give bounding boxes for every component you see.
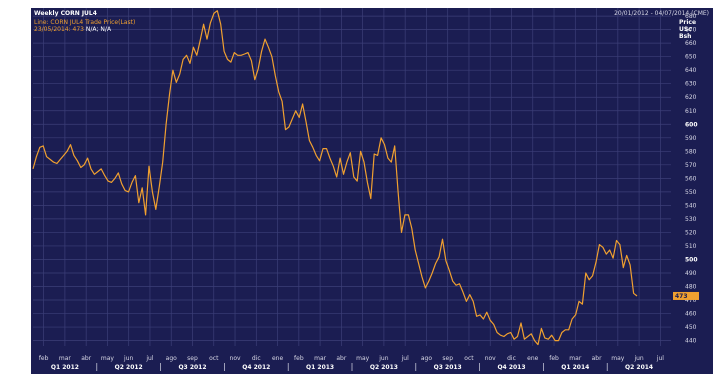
y-tick-label: 590 — [685, 135, 697, 142]
x-tick-label: mar — [314, 355, 327, 362]
quarter-label: Q3 2013 — [434, 364, 462, 371]
y-tick-label: 490 — [685, 270, 697, 277]
y-tick-label: 660 — [685, 40, 697, 47]
price-series-line — [32, 10, 638, 346]
quarter-label: Q1 2013 — [306, 364, 334, 371]
x-tick-label: ago — [166, 355, 177, 362]
quarter-label: Q3 2012 — [178, 364, 206, 371]
x-tick-label: may — [356, 355, 370, 362]
x-tick-label: jun — [123, 355, 133, 362]
y-tick-label: 460 — [685, 311, 697, 318]
quarter-label: Q2 2013 — [370, 364, 398, 371]
y-tick-label: 570 — [685, 162, 697, 169]
chart-panel: 440 450 460 470 480 490 500 510 520 530 540 550 560 5… — [31, 8, 713, 374]
last-price-tag — [673, 291, 699, 300]
last-price-label: 473 — [675, 293, 688, 300]
quarter-label: Q1 2014 — [561, 364, 589, 371]
quarter-label: Q2 2012 — [115, 364, 143, 371]
x-tick-label: may — [611, 355, 625, 362]
y-tick-label: 610 — [685, 108, 697, 115]
y-tick-label: 680 — [685, 13, 697, 20]
x-tick-label: dic — [507, 355, 516, 362]
quarter-label: Q4 2012 — [242, 364, 270, 371]
price-chart: 440 450 460 470 480 490 500 510 520 530 540 550 560 5… — [32, 8, 699, 371]
x-tick-label: may — [101, 355, 115, 362]
y-tick-label: 520 — [685, 229, 697, 236]
x-tick-label: feb — [294, 355, 304, 362]
y-tick-label: 580 — [685, 148, 697, 155]
x-tick-label: jul — [656, 355, 664, 362]
y-tick-label: 480 — [685, 284, 697, 291]
x-tick-label: mar — [59, 355, 72, 362]
y-tick-label: 670 — [685, 27, 697, 34]
x-tick-label: feb — [549, 355, 559, 362]
x-tick-label: abr — [592, 355, 602, 362]
x-tick-label: jun — [633, 355, 643, 362]
x-tick-label: jun — [378, 355, 388, 362]
quarter-label: Q1 2012 — [51, 364, 79, 371]
unit-usc: USc — [679, 26, 692, 33]
y-tick-label: 620 — [685, 94, 697, 101]
y-tick-label: 530 — [685, 216, 697, 223]
y-tick-label: 640 — [685, 67, 697, 74]
unit-price: Price — [679, 19, 697, 26]
y-tick-label: 500 — [685, 256, 698, 263]
quarter-label: Q2 2014 — [625, 364, 653, 371]
y-tick-label: 600 — [685, 121, 698, 128]
x-tick-label: oct — [209, 355, 219, 362]
unit-bsh: Bsh — [679, 33, 692, 40]
x-tick-label: ene — [272, 355, 283, 362]
quarter-label: Q4 2013 — [497, 364, 525, 371]
x-tick-label: ene — [527, 355, 538, 362]
x-tick-label: mar — [569, 355, 582, 362]
x-tick-label: jul — [145, 355, 153, 362]
x-tick-label: jul — [401, 355, 409, 362]
y-tick-label: 630 — [685, 81, 697, 88]
x-tick-label: nov — [230, 355, 241, 362]
x-tick-label: ago — [421, 355, 432, 362]
chart-title: Weekly CORN JUL4 — [34, 10, 97, 17]
y-tick-label: 650 — [685, 54, 697, 61]
legend-last-na: N/A; N/A — [85, 26, 112, 33]
y-tick-label: 440 — [685, 338, 697, 345]
x-tick-label: nov — [485, 355, 496, 362]
y-tick-label: 560 — [685, 175, 697, 182]
y-tick-label: 450 — [685, 324, 697, 331]
x-tick-label: abr — [81, 355, 91, 362]
x-tick-label: feb — [39, 355, 49, 362]
axis-unit: Price USc Bsh — [679, 19, 709, 40]
x-tick-label: dic — [252, 355, 261, 362]
y-tick-label: 540 — [685, 202, 697, 209]
x-tick-label: abr — [336, 355, 346, 362]
legend-last-label: 23/05/2014: 473 — [34, 26, 84, 33]
legend-last-value: 23/05/2014: 473 N/A; N/A — [34, 26, 111, 33]
date-range: 20/01/2012 - 04/07/2014 (CME) — [614, 10, 709, 17]
y-tick-label: 510 — [685, 243, 697, 250]
x-tick-label: oct — [464, 355, 474, 362]
y-tick-label: 550 — [685, 189, 697, 196]
legend-series: Line: CORN JUL4 Trade Price(Last) — [34, 19, 136, 26]
x-tick-label: sep — [442, 355, 453, 362]
y-tick-label: 470 — [685, 297, 697, 304]
x-tick-label: sep — [187, 355, 198, 362]
